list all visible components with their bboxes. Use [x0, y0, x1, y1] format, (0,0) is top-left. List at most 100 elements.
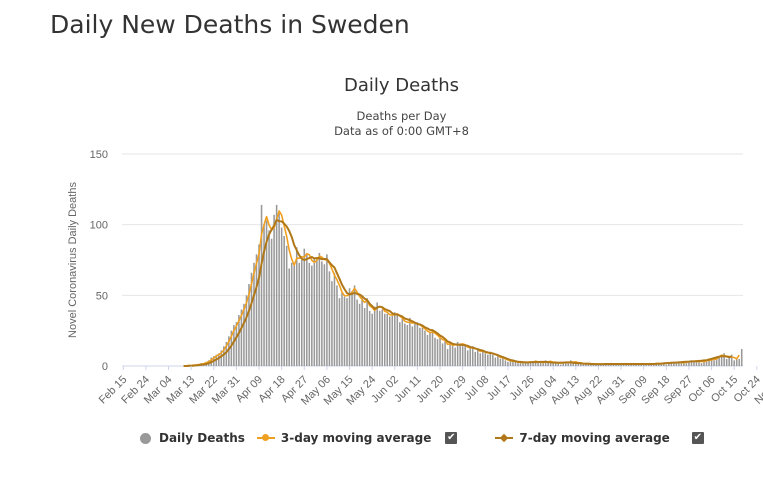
- bar: [572, 363, 575, 366]
- legend-3day-checkbox[interactable]: ✔: [445, 432, 458, 444]
- bar: [507, 361, 509, 366]
- bar: [346, 298, 348, 366]
- bar: [278, 213, 280, 366]
- bar: [728, 356, 730, 366]
- bar: [411, 326, 414, 366]
- chart-subtitle-line-1: Deaths per Day: [356, 109, 447, 123]
- bar: [464, 344, 466, 366]
- bar: [300, 260, 303, 366]
- legend-daily-deaths-marker: [140, 432, 151, 444]
- bar: [306, 252, 308, 366]
- bar: [680, 361, 683, 366]
- legend-item-3day-average[interactable]: 3-day moving average ✔: [256, 431, 458, 445]
- bar: [476, 349, 479, 366]
- bar: [733, 360, 735, 366]
- legend-daily-deaths-label: Daily Deaths: [159, 431, 245, 445]
- bar: [316, 257, 318, 366]
- x-tick-label: Jul 17: [485, 374, 514, 403]
- bar: [238, 315, 240, 366]
- bar: [484, 353, 487, 366]
- bar: [537, 363, 539, 366]
- bar: [509, 360, 512, 366]
- bar: [404, 323, 406, 366]
- chart-subtitle-line-2: Data as of 0:00 GMT+8: [334, 124, 469, 138]
- bar: [582, 364, 585, 366]
- bar: [371, 313, 373, 366]
- bar: [381, 309, 383, 366]
- bar: [710, 358, 713, 366]
- bar: [673, 361, 675, 366]
- bar: [645, 364, 647, 366]
- bar: [218, 353, 220, 366]
- chart-title: Daily Deaths: [343, 75, 460, 96]
- bar: [698, 360, 700, 366]
- bar: [225, 341, 228, 366]
- bar: [637, 364, 640, 366]
- bar: [607, 364, 610, 366]
- bar: [663, 363, 665, 366]
- bar: [378, 310, 381, 366]
- bar: [479, 353, 482, 366]
- bar: [514, 361, 517, 366]
- bar: [376, 302, 378, 366]
- bar: [383, 313, 386, 366]
- bar: [471, 346, 474, 366]
- bar: [288, 268, 290, 366]
- bar: [391, 315, 394, 366]
- bar: [703, 360, 705, 366]
- bar: [504, 360, 507, 366]
- bar: [532, 361, 534, 366]
- bar: [444, 340, 446, 366]
- bar: [373, 306, 376, 366]
- bar: [245, 295, 248, 366]
- bar: [602, 364, 605, 366]
- bar: [735, 357, 738, 366]
- legend-item-daily-deaths[interactable]: Daily Deaths: [140, 431, 245, 445]
- bar: [454, 347, 456, 366]
- bar: [416, 322, 419, 366]
- bar: [693, 361, 695, 366]
- bar: [233, 325, 235, 366]
- bar: [652, 364, 655, 366]
- bar: [690, 360, 693, 366]
- bar: [542, 363, 544, 366]
- x-tick-label: Jul 08: [462, 374, 491, 403]
- bar: [293, 264, 296, 366]
- bar: [695, 361, 698, 366]
- bar: [552, 363, 554, 366]
- bar: [494, 357, 497, 366]
- bar: [469, 347, 471, 366]
- bar: [549, 361, 552, 366]
- legend-7day-checkbox[interactable]: ✔: [691, 432, 704, 444]
- bar: [295, 247, 298, 366]
- bar: [527, 363, 529, 366]
- bar: [275, 204, 278, 366]
- bar: [474, 351, 477, 366]
- bar: [730, 354, 733, 366]
- bar: [738, 358, 741, 366]
- bar: [341, 292, 343, 366]
- bar: [612, 364, 615, 366]
- bar: [512, 361, 514, 366]
- bar: [615, 364, 617, 366]
- bar: [627, 364, 630, 366]
- bar: [577, 363, 580, 366]
- bar: [678, 363, 680, 366]
- bar: [482, 350, 484, 366]
- bar: [328, 271, 331, 366]
- bar: [258, 244, 260, 366]
- bar: [519, 361, 522, 366]
- bar: [436, 339, 439, 366]
- bar: [419, 327, 421, 366]
- bar: [554, 361, 557, 366]
- bar: [718, 357, 720, 366]
- legend-item-7day-average[interactable]: 7-day moving average ✔: [495, 431, 704, 445]
- bar: [489, 351, 492, 366]
- bar: [466, 350, 469, 366]
- bar: [740, 349, 743, 366]
- bar: [517, 363, 519, 366]
- bar: [700, 363, 703, 366]
- bar: [321, 261, 323, 366]
- bar: [326, 254, 328, 366]
- bar: [265, 220, 268, 366]
